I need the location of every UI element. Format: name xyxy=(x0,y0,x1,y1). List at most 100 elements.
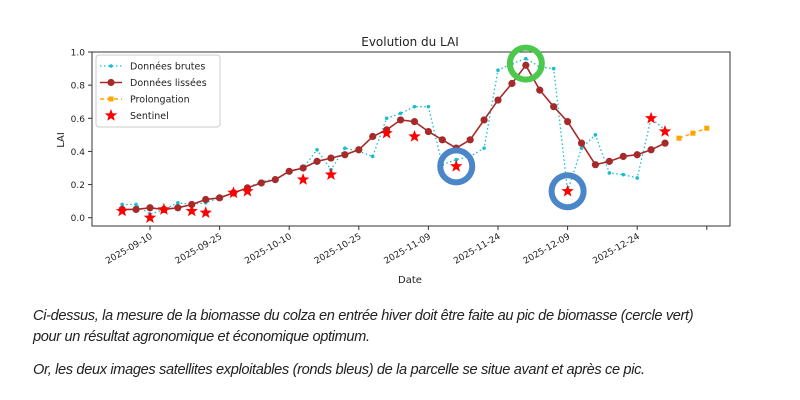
caption-line-1: Ci-dessus, la mesure de la biomasse du c… xyxy=(33,308,694,324)
data-point-donnees-lissees xyxy=(396,116,405,124)
data-point-sentinel xyxy=(324,168,338,180)
data-point-donnees-lissees xyxy=(188,200,196,209)
data-point-donnees-brutes xyxy=(426,104,431,109)
data-point-donnees-lissees xyxy=(661,139,669,147)
data-point-donnees-lissees xyxy=(647,146,655,154)
data-point-donnees-brutes xyxy=(134,202,138,207)
data-point-donnees-brutes xyxy=(482,146,486,150)
data-point-donnees-lissees xyxy=(494,96,502,104)
data-point-donnees-lissees xyxy=(327,154,335,162)
data-point-sentinel xyxy=(157,202,171,215)
legend-marker xyxy=(109,64,113,68)
x-axis-label: Date xyxy=(398,275,422,286)
data-point-sentinel xyxy=(380,126,393,139)
caption-line-3: Or, les deux images satellites exploitab… xyxy=(33,362,645,378)
data-point-sentinel xyxy=(296,173,310,185)
legend-marker xyxy=(104,109,118,121)
data-point-donnees-lissees xyxy=(271,176,279,184)
x-tick-label: 2025-09-25 xyxy=(174,232,224,267)
data-point-donnees-brutes xyxy=(454,157,459,162)
x-tick-label: 2025-10-25 xyxy=(313,232,363,267)
data-point-donnees-brutes xyxy=(607,171,612,175)
data-point-donnees-lissees xyxy=(633,151,641,159)
data-point-donnees-brutes xyxy=(343,146,347,150)
data-point-donnees-brutes xyxy=(621,172,626,177)
y-tick-label: 0.4 xyxy=(71,148,86,158)
y-tick-label: 0.2 xyxy=(71,181,85,191)
data-point-donnees-lissees xyxy=(410,118,419,126)
y-axis-label: LAI xyxy=(56,132,67,148)
data-point-donnees-lissees xyxy=(466,136,474,144)
data-point-donnees-lissees xyxy=(146,204,154,212)
data-point-donnees-lissees xyxy=(257,179,265,187)
y-tick-label: 0.6 xyxy=(71,115,86,125)
data-point-donnees-lissees xyxy=(605,157,613,165)
data-point-donnees-lissees xyxy=(438,136,446,144)
caption-line-2: pour un résultat agronomique et économiq… xyxy=(33,329,370,345)
data-point-sentinel xyxy=(227,186,240,199)
data-point-donnees-brutes xyxy=(412,104,417,109)
data-point-sentinel xyxy=(658,125,672,137)
data-point-donnees-brutes xyxy=(120,202,124,207)
legend-item-3: Sentinel xyxy=(104,109,169,122)
legend-label: Données brutes xyxy=(130,62,205,73)
legend-marker xyxy=(108,96,114,102)
data-point-donnees-brutes xyxy=(496,68,500,73)
data-point-donnees-brutes xyxy=(370,154,375,159)
series-line-donnees-lissees xyxy=(122,63,666,211)
data-point-donnees-brutes xyxy=(384,116,389,121)
data-point-donnees-lissees xyxy=(536,86,544,94)
data-point-donnees-lissees xyxy=(508,79,516,88)
series-line-donnees-brutes xyxy=(122,57,666,216)
data-point-sentinel xyxy=(185,204,198,217)
data-point-donnees-lissees xyxy=(591,161,600,169)
x-tick-label: 2025-12-09 xyxy=(522,232,573,267)
data-point-donnees-brutes xyxy=(176,201,180,205)
data-point-donnees-lissees xyxy=(369,132,377,141)
data-point-donnees-lissees xyxy=(564,118,572,126)
data-point-donnees-lissees xyxy=(355,146,363,154)
data-point-donnees-lissees xyxy=(522,61,530,69)
data-point-donnees-brutes xyxy=(551,66,556,71)
data-point-donnees-lissees xyxy=(174,204,182,212)
data-point-donnees-brutes xyxy=(579,146,584,150)
data-point-donnees-lissees xyxy=(313,157,321,165)
data-point-sentinel xyxy=(644,111,658,124)
data-point-donnees-brutes xyxy=(315,147,319,152)
x-tick-label: 2025-09-10 xyxy=(104,232,155,267)
legend-label: Données lissées xyxy=(130,78,207,89)
data-point-donnees-brutes xyxy=(398,111,403,116)
legend-item-2: Prolongation xyxy=(100,95,190,106)
x-tick-label: 2025-11-24 xyxy=(452,232,503,267)
satellite-image-circle xyxy=(437,147,476,186)
data-point-donnees-lissees xyxy=(299,164,307,172)
data-point-donnees-lissees xyxy=(480,116,488,124)
peak-highlight-circle xyxy=(506,44,545,83)
data-point-donnees-lissees xyxy=(424,127,432,136)
legend: Données brutes Données lissées Prolongatio… xyxy=(95,54,221,128)
data-point-donnees-lissees xyxy=(619,152,627,160)
data-point-sentinel xyxy=(450,159,463,172)
data-point-donnees-brutes xyxy=(524,56,528,61)
data-point-sentinel xyxy=(199,206,212,218)
data-point-donnees-lissees xyxy=(550,103,558,111)
data-point-donnees-brutes xyxy=(593,133,598,137)
x-tick-label: 2025-10-10 xyxy=(243,232,294,267)
lai-chart: Evolution du LAI 0.0 0.2 0.4 0.6 0.8 1.0 2025-… xyxy=(56,35,731,286)
data-point-prolongation xyxy=(676,135,682,141)
legend-item-0: Données brutes xyxy=(100,62,205,73)
data-point-sentinel xyxy=(116,204,129,217)
x-tick-label: 2025-12-24 xyxy=(591,232,642,267)
y-tick-label: 1.0 xyxy=(71,49,86,59)
data-point-donnees-lissees xyxy=(577,139,586,147)
legend-label: Sentinel xyxy=(130,111,169,122)
legend-item-1: Données lissées xyxy=(100,78,207,89)
data-point-prolongation xyxy=(690,130,696,136)
data-point-prolongation xyxy=(704,125,710,131)
data-point-donnees-lissees xyxy=(341,151,349,159)
data-point-sentinel xyxy=(241,184,254,197)
data-point-donnees-lissees xyxy=(132,205,140,214)
y-tick-label: 0.8 xyxy=(71,82,86,92)
x-tick-label: 2025-11-09 xyxy=(383,232,434,267)
data-point-sentinel xyxy=(143,211,157,223)
